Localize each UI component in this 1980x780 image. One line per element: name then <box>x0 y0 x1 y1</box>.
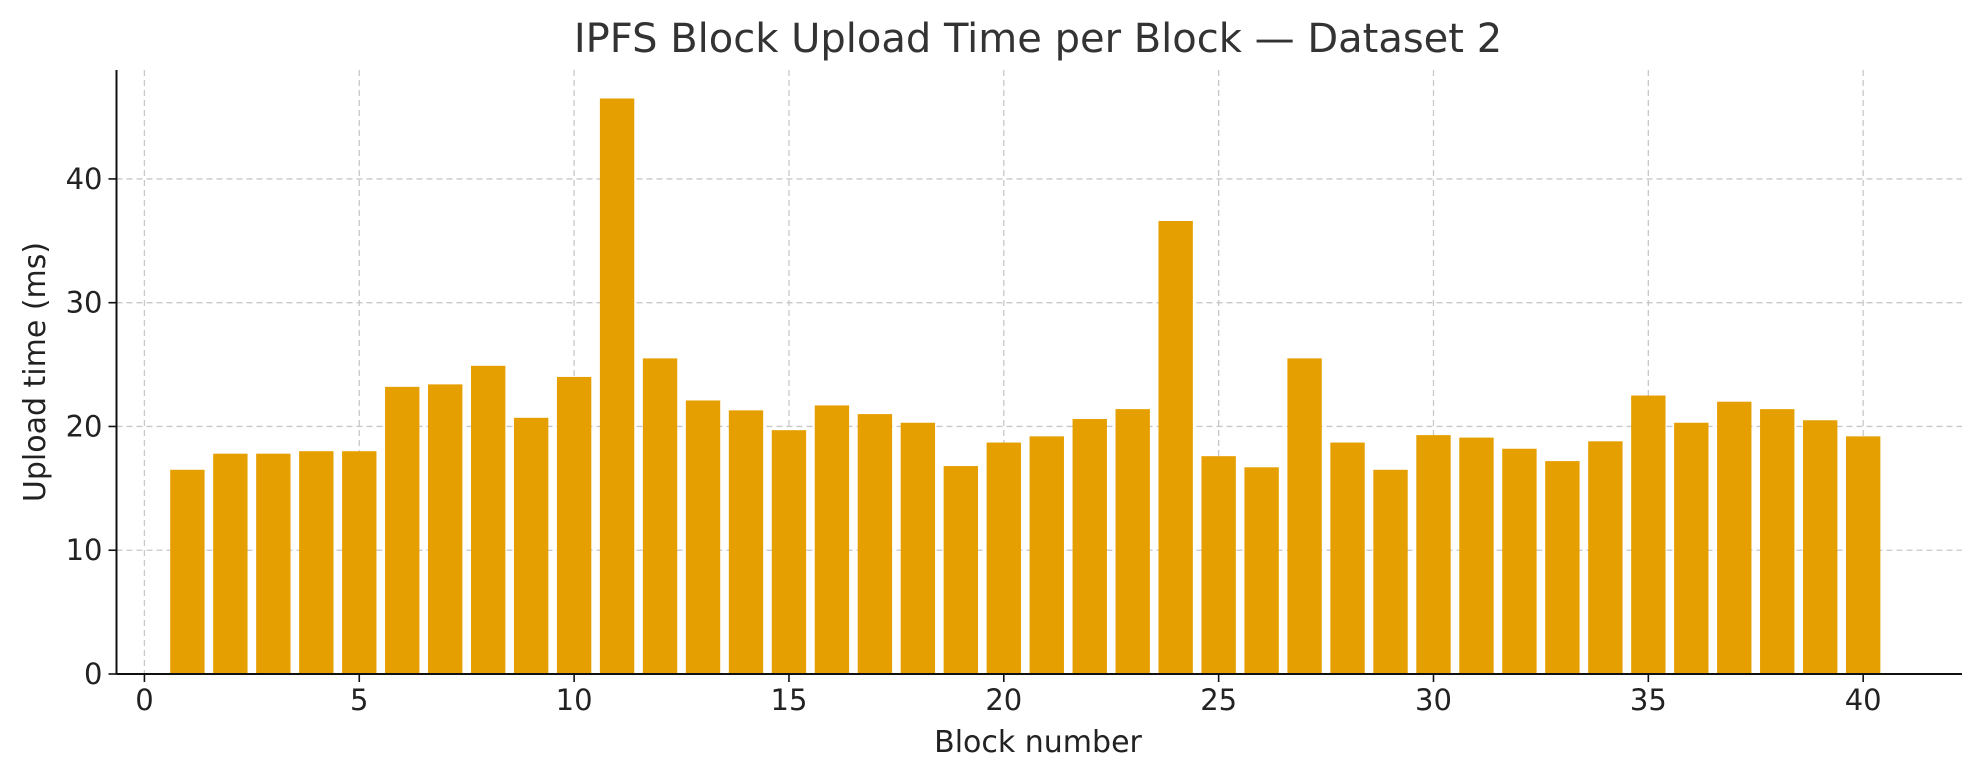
y-tick-label: 20 <box>66 409 103 443</box>
bar-block-16 <box>814 405 850 674</box>
bar-block-22 <box>1072 419 1107 674</box>
bar-block-33 <box>1545 461 1580 674</box>
bar-block-2 <box>213 453 248 674</box>
bar-block-5 <box>342 451 377 674</box>
bar-block-10 <box>556 376 592 674</box>
bar-block-39 <box>1803 420 1838 674</box>
axes <box>115 70 1962 675</box>
bar-block-27 <box>1287 358 1322 674</box>
x-ticks: 0 5 10 15 20 25 30 35 40 <box>135 674 1882 717</box>
bar-block-23 <box>1115 409 1150 674</box>
bar-block-24 <box>1158 221 1193 674</box>
chart-title: IPFS Block Upload Time per Block — Datas… <box>574 16 1502 62</box>
bar-block-37 <box>1717 401 1752 674</box>
x-tick-label: 5 <box>350 683 368 717</box>
x-tick-label: 15 <box>771 683 808 717</box>
bar-block-11 <box>599 98 635 674</box>
bar-block-4 <box>299 451 334 674</box>
y-axis-label: Upload time (ms) <box>18 242 53 502</box>
x-tick-label: 20 <box>985 683 1022 717</box>
bar-block-18 <box>900 422 936 674</box>
bar-block-15 <box>771 430 807 674</box>
bar-block-13 <box>685 400 721 674</box>
y-tick-label: 0 <box>84 657 102 691</box>
x-tick-label: 10 <box>556 683 593 717</box>
x-tick-label: 40 <box>1845 683 1882 717</box>
bar-block-17 <box>857 414 893 674</box>
bar-block-32 <box>1502 448 1537 674</box>
bar-block-31 <box>1459 437 1494 674</box>
bar-block-36 <box>1674 422 1709 674</box>
bar-block-7 <box>428 384 463 674</box>
bar-block-28 <box>1330 442 1365 674</box>
bar-block-25 <box>1201 456 1236 674</box>
bar-block-26 <box>1244 467 1279 674</box>
x-axis-label: Block number <box>934 725 1142 760</box>
y-tick-label: 30 <box>66 286 103 320</box>
y-tick-label: 40 <box>66 162 103 196</box>
y-ticks: 0 10 20 30 40 <box>66 162 117 691</box>
bar-block-29 <box>1373 469 1408 674</box>
bar-block-40 <box>1845 436 1881 674</box>
bar-block-3 <box>256 453 291 674</box>
bar-block-38 <box>1760 409 1795 674</box>
bar-block-19 <box>943 466 979 674</box>
x-tick-label: 0 <box>135 683 153 717</box>
y-tick-label: 10 <box>66 533 103 567</box>
bar-block-14 <box>728 410 764 674</box>
bar-block-12 <box>642 358 678 674</box>
bar-block-21 <box>1029 436 1064 674</box>
bar-block-9 <box>513 417 549 674</box>
x-tick-label: 35 <box>1630 683 1667 717</box>
bar-block-30 <box>1416 435 1451 674</box>
bar-block-34 <box>1588 441 1623 674</box>
bar-block-20 <box>986 442 1021 674</box>
bar-block-1 <box>170 469 205 674</box>
bar-block-6 <box>385 386 420 674</box>
bar-block-8 <box>470 365 506 674</box>
x-tick-label: 30 <box>1415 683 1452 717</box>
bar-block-35 <box>1631 395 1666 674</box>
bars <box>170 98 1881 674</box>
x-tick-label: 25 <box>1200 683 1237 717</box>
